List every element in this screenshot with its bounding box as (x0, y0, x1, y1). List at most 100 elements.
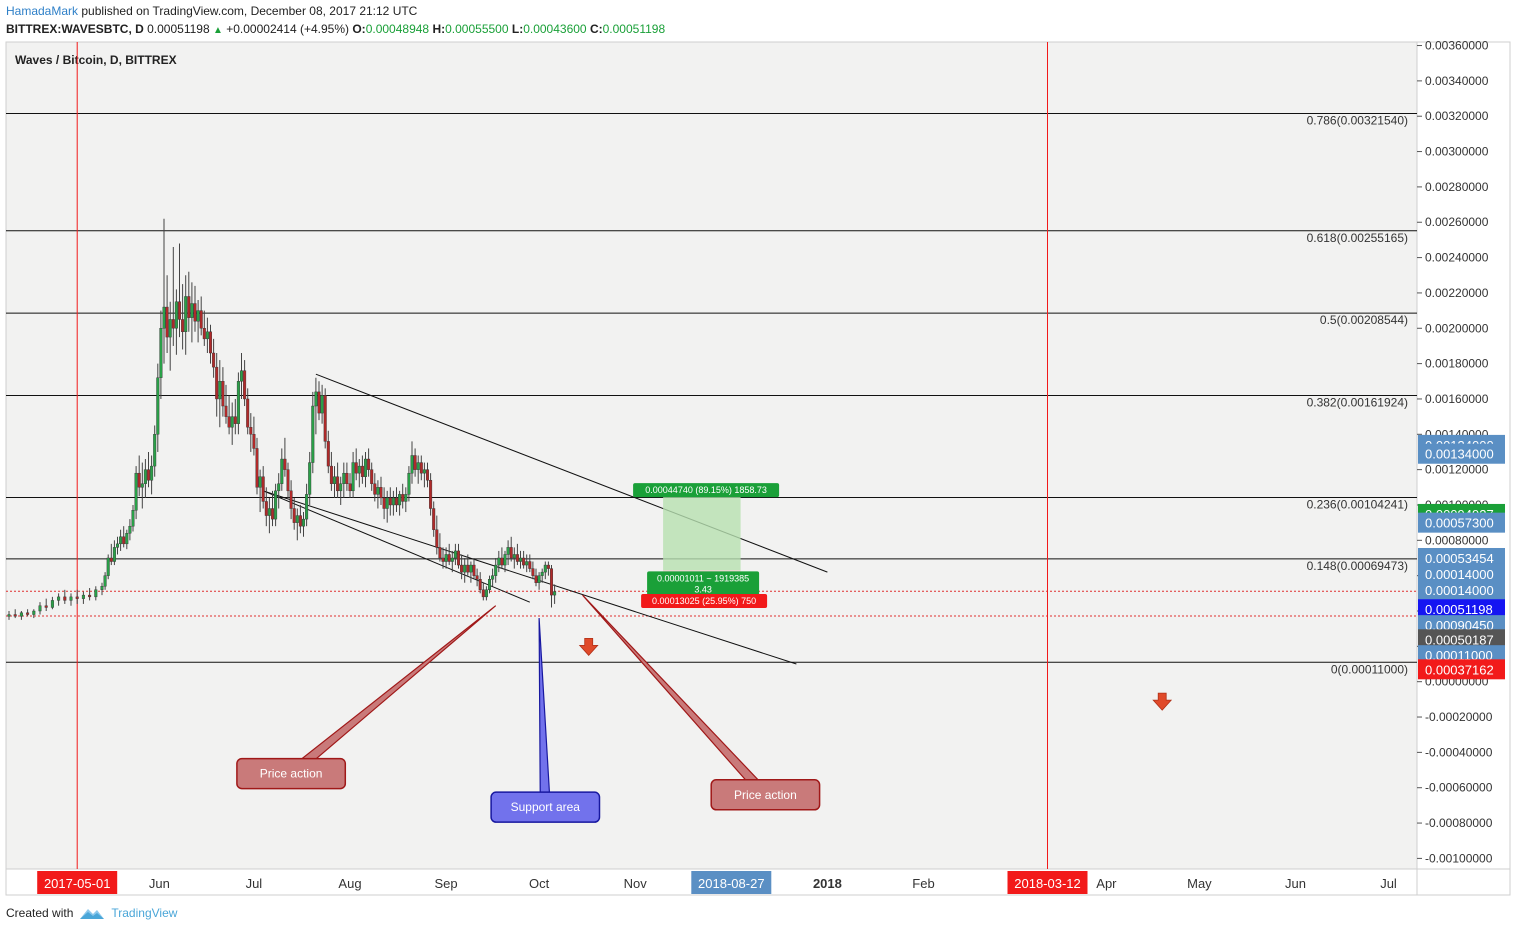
candle[interactable] (81, 594, 85, 599)
candle[interactable] (208, 331, 212, 354)
position-target-zone[interactable] (663, 496, 741, 571)
candle[interactable] (205, 331, 209, 340)
candle[interactable] (525, 561, 529, 566)
candle[interactable] (345, 472, 349, 484)
candle[interactable] (382, 497, 386, 509)
candle[interactable] (171, 319, 175, 329)
candle[interactable] (416, 462, 420, 470)
candle[interactable] (119, 536, 123, 545)
candle[interactable] (212, 352, 216, 368)
candle[interactable] (224, 405, 228, 417)
candle[interactable] (503, 554, 507, 566)
candle[interactable] (488, 578, 492, 590)
candle[interactable] (407, 472, 411, 495)
price-tag[interactable] (1418, 512, 1505, 533)
candle[interactable] (112, 547, 116, 562)
candle[interactable] (500, 557, 504, 566)
trendline[interactable] (315, 373, 828, 573)
candle[interactable] (419, 462, 423, 474)
plot-area[interactable] (5, 41, 1418, 870)
candle[interactable] (134, 472, 138, 511)
candle[interactable] (264, 501, 268, 516)
candle[interactable] (274, 490, 278, 520)
candle[interactable] (494, 564, 498, 576)
candle[interactable] (261, 476, 265, 502)
candle[interactable] (376, 487, 380, 495)
candle[interactable] (537, 575, 541, 583)
candle[interactable] (323, 395, 327, 442)
candle[interactable] (246, 398, 250, 428)
candle[interactable] (283, 458, 287, 470)
candle[interactable] (140, 483, 144, 488)
candle[interactable] (271, 508, 275, 520)
candle[interactable] (128, 525, 132, 534)
down-arrow-icon[interactable] (1152, 692, 1173, 711)
candle[interactable] (146, 469, 150, 481)
price-tag[interactable] (1418, 629, 1505, 650)
candle[interactable] (184, 296, 188, 333)
candle[interactable] (252, 434, 256, 449)
candle[interactable] (150, 465, 154, 481)
candle[interactable] (75, 596, 79, 599)
trendline[interactable] (263, 490, 797, 665)
candle[interactable] (491, 575, 495, 580)
candle[interactable] (475, 575, 479, 580)
candle[interactable] (441, 557, 445, 562)
candle[interactable] (466, 564, 470, 573)
candle[interactable] (463, 564, 467, 573)
candle[interactable] (215, 366, 219, 400)
candle[interactable] (277, 483, 281, 492)
candle[interactable] (348, 483, 352, 492)
candle[interactable] (370, 469, 374, 484)
candle[interactable] (450, 557, 454, 562)
candle[interactable] (267, 508, 271, 516)
candle[interactable] (333, 476, 337, 484)
price-chart[interactable]: Waves / Bitcoin, D, BITTREX 0.00360000 0.… (0, 40, 1516, 896)
candle[interactable] (38, 605, 42, 612)
candle[interactable] (388, 497, 392, 506)
candle[interactable] (311, 405, 315, 463)
candle[interactable] (230, 416, 234, 428)
candle[interactable] (289, 490, 293, 509)
candle[interactable] (302, 518, 306, 527)
candle[interactable] (413, 455, 417, 470)
candle[interactable] (106, 557, 110, 576)
x-date-marker[interactable] (691, 871, 772, 894)
candle[interactable] (447, 554, 451, 562)
candle[interactable] (239, 370, 243, 382)
candle[interactable] (320, 395, 324, 414)
candle[interactable] (94, 589, 98, 598)
candle[interactable] (109, 557, 113, 562)
candle[interactable] (540, 571, 544, 576)
down-arrow-icon[interactable] (578, 637, 599, 656)
candle[interactable] (398, 494, 402, 506)
candle[interactable] (292, 508, 296, 523)
candle[interactable] (360, 465, 364, 477)
candle[interactable] (438, 547, 442, 559)
candle[interactable] (528, 561, 532, 569)
candle[interactable] (196, 310, 200, 322)
candle[interactable] (546, 564, 550, 569)
candle[interactable] (522, 557, 526, 566)
candle[interactable] (187, 296, 191, 318)
candle[interactable] (19, 612, 23, 617)
price-tag[interactable] (1418, 659, 1505, 680)
candle[interactable] (497, 557, 501, 566)
candle[interactable] (460, 564, 464, 573)
candle[interactable] (233, 416, 237, 424)
candle[interactable] (395, 497, 399, 506)
candle[interactable] (453, 550, 457, 559)
candle[interactable] (531, 568, 535, 576)
candle[interactable] (143, 469, 147, 484)
callout-box[interactable] (490, 791, 601, 823)
candle[interactable] (512, 554, 516, 559)
candle[interactable] (165, 306, 169, 338)
candle[interactable] (305, 494, 309, 520)
candle[interactable] (314, 391, 318, 407)
candle[interactable] (336, 476, 340, 492)
price-tag[interactable] (1418, 443, 1505, 464)
candle[interactable] (44, 605, 48, 608)
candle[interactable] (432, 508, 436, 530)
candle[interactable] (351, 462, 355, 492)
candle[interactable] (193, 303, 197, 322)
